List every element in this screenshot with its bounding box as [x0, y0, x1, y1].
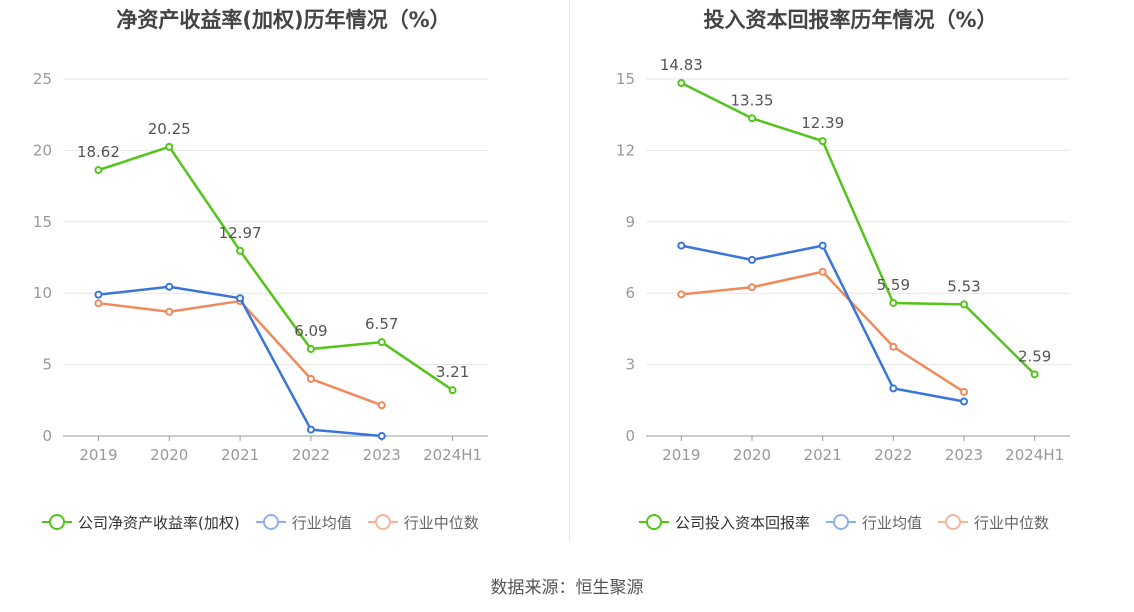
series-line	[680, 81, 1036, 376]
y-tick-label: 9	[625, 213, 635, 231]
series-line	[681, 270, 965, 394]
roic-line-chart: 0 3 6 9 12 15 2019 2020 2021 2022 2023 2024H1 14.83 1…	[616, 56, 1070, 464]
legend-circle-icon	[826, 514, 857, 530]
x-tick-label: 2022	[874, 446, 912, 464]
data-point	[448, 386, 457, 395]
data-label: 12.39	[801, 114, 844, 132]
y-tick-label: 6	[625, 284, 635, 302]
data-point	[748, 283, 756, 292]
y-tick-label: 10	[33, 284, 52, 302]
data-point	[889, 298, 898, 307]
x-tick-label: 2020	[150, 446, 188, 464]
legend-label: 行业均值	[862, 513, 923, 532]
x-tick-label: 2023	[945, 446, 983, 464]
series-line	[98, 299, 383, 407]
legend-circle-icon	[639, 514, 669, 530]
data-point	[818, 137, 827, 146]
data-label: 12.97	[219, 224, 262, 242]
legend-roe: 公司净资产收益率(加权) 行业均值 行业中位数	[42, 510, 495, 534]
x-tick-label: 2021	[804, 446, 842, 464]
data-point	[165, 282, 174, 291]
data-point	[236, 246, 245, 255]
legend-item-industry-median[interactable]: 行业中位数	[367, 512, 479, 533]
x-tick-label: 2024H1	[1005, 446, 1064, 464]
series-line	[98, 145, 454, 392]
data-point	[94, 290, 103, 299]
x-tick-label: 2022	[292, 446, 330, 464]
data-point	[165, 307, 174, 316]
data-point	[818, 267, 827, 276]
data-point	[677, 290, 686, 299]
x-tick-label: 2019	[662, 446, 700, 464]
data-label: 14.83	[660, 56, 703, 74]
legend-circle-icon	[938, 514, 969, 530]
data-label: 5.53	[947, 277, 980, 295]
x-tick-label: 2023	[363, 446, 401, 464]
x-tick-label: 2019	[79, 446, 117, 464]
legend-circle-icon	[367, 514, 398, 530]
x-tick-label: 2020	[733, 446, 771, 464]
data-point	[748, 255, 756, 264]
legend-item-company[interactable]: 公司净资产收益率(加权)	[42, 512, 240, 533]
data-label: 18.62	[77, 143, 120, 161]
data-label: 20.25	[148, 120, 191, 138]
data-point	[306, 374, 315, 383]
legend-item-company[interactable]: 公司投入资本回报率	[639, 512, 810, 533]
data-label: 6.09	[294, 322, 327, 340]
chart-title-roe: 净资产收益率(加权)历年情况（%）	[116, 8, 451, 32]
data-point	[889, 342, 898, 351]
legend-item-industry-avg[interactable]: 行业均值	[826, 512, 922, 533]
chart-title-roic: 投入资本回报率历年情况（%）	[703, 8, 998, 32]
data-label: 3.21	[436, 363, 469, 381]
data-label: 13.35	[731, 91, 774, 109]
data-point	[960, 300, 968, 309]
y-tick-label: 25	[33, 70, 52, 88]
data-point	[165, 142, 174, 151]
data-point	[94, 166, 103, 175]
data-point	[818, 241, 827, 250]
data-point	[377, 401, 386, 410]
roe-line-chart: 0 5 10 15 20 25 2019 2020 2021 2022 2023 2024H1 18.6…	[33, 70, 488, 464]
data-point	[677, 241, 686, 250]
data-point	[306, 425, 315, 434]
legend-roic: 公司投入资本回报率 行业均值 行业中位数	[639, 510, 1065, 534]
y-tick-label: 15	[616, 70, 635, 88]
legend-label: 行业中位数	[974, 513, 1050, 532]
x-tick-label: 2024H1	[423, 446, 482, 464]
legend-label: 行业均值	[291, 513, 352, 532]
y-tick-label: 12	[616, 141, 635, 159]
legend-label: 公司投入资本回报率	[675, 513, 811, 532]
legend-circle-icon	[42, 514, 72, 530]
y-tick-label: 3	[625, 356, 635, 374]
panel-divider	[569, 0, 570, 542]
data-label: 6.57	[365, 315, 398, 333]
data-point	[94, 299, 103, 308]
y-tick-label: 20	[33, 141, 52, 159]
y-tick-label: 15	[33, 213, 52, 231]
y-tick-label: 0	[625, 427, 635, 445]
y-tick-label: 5	[42, 356, 52, 374]
legend-label: 公司净资产收益率(加权)	[78, 513, 240, 532]
data-point	[1030, 370, 1039, 379]
data-point	[377, 432, 386, 440]
legend-item-industry-avg[interactable]: 行业均值	[255, 512, 352, 533]
data-point	[677, 79, 686, 88]
data-label: 5.59	[877, 276, 910, 294]
data-point	[306, 345, 315, 354]
data-source-note: 数据来源：恒生聚源	[490, 578, 644, 598]
data-point	[960, 397, 968, 406]
legend-label: 行业中位数	[403, 513, 479, 532]
data-point	[236, 294, 245, 303]
data-point	[377, 338, 386, 347]
data-point	[960, 387, 968, 396]
data-point	[889, 384, 898, 393]
legend-item-industry-median[interactable]: 行业中位数	[938, 512, 1049, 533]
legend-circle-icon	[255, 514, 286, 530]
data-point	[748, 114, 756, 123]
y-tick-label: 0	[42, 427, 52, 445]
data-label: 2.59	[1018, 347, 1051, 365]
x-tick-label: 2021	[221, 446, 259, 464]
